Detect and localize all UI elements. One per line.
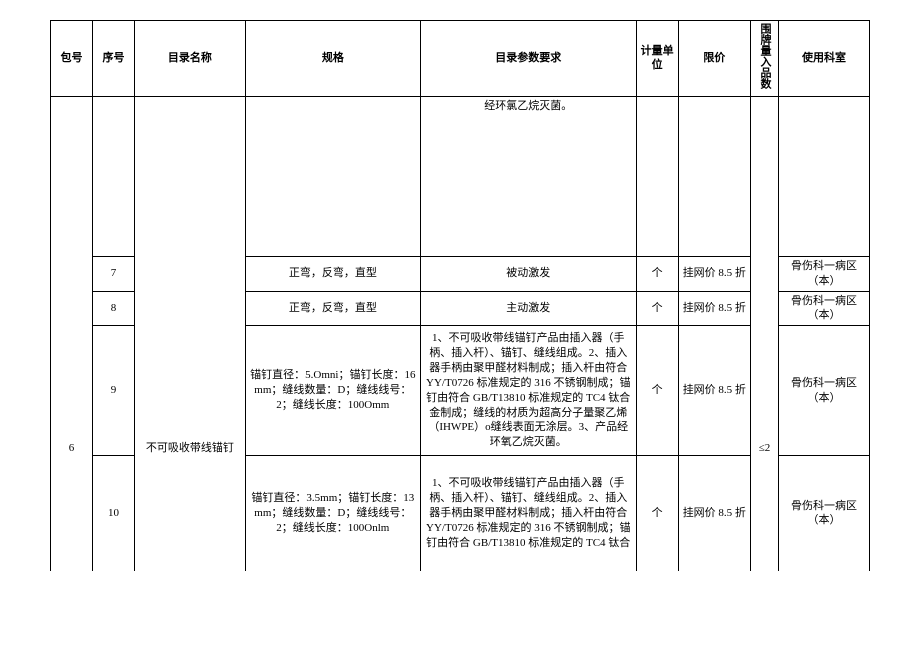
cell-param: 1、不可吸收带线锚钉产品由插入器（手柄、插入杆）、锚钉、缝线组成。2、插入器手柄… bbox=[420, 456, 636, 571]
cell-name bbox=[135, 96, 246, 325]
cell-spec: 正弯，反弯，直型 bbox=[245, 256, 420, 291]
header-seq: 序号 bbox=[93, 21, 135, 97]
cell-param: 被动激发 bbox=[420, 256, 636, 291]
cell-count: ≤2 bbox=[750, 326, 778, 571]
cell-pkg: 6 bbox=[51, 326, 93, 571]
cell-param: 经环氯乙烷灭菌。 bbox=[420, 96, 636, 256]
header-spec: 规格 bbox=[245, 21, 420, 97]
header-pkg: 包号 bbox=[51, 21, 93, 97]
cell-price: 挂网价 8.5 折 bbox=[678, 456, 750, 571]
header-name: 目录名称 bbox=[135, 21, 246, 97]
cell-dept: 骨伤科一病区（本） bbox=[778, 291, 869, 326]
cell-param: 主动激发 bbox=[420, 291, 636, 326]
cell-unit: 个 bbox=[636, 291, 678, 326]
cell-spec: 锚钉直径：5.Omni；锚钉长度：16mm；缝线数量：D；缝线线号：2；缝线长度… bbox=[245, 326, 420, 456]
cell-dept: 骨伤科一病区（本） bbox=[778, 256, 869, 291]
cell-count bbox=[750, 96, 778, 325]
cell-pkg bbox=[51, 96, 93, 325]
cell-seq: 8 bbox=[93, 291, 135, 326]
table-row: 6 9 不可吸收带线锚钉 锚钉直径：5.Omni；锚钉长度：16mm；缝线数量：… bbox=[51, 326, 870, 456]
cell-price bbox=[678, 96, 750, 256]
cell-spec bbox=[245, 96, 420, 256]
cell-name: 不可吸收带线锚钉 bbox=[135, 326, 246, 571]
cell-unit bbox=[636, 96, 678, 256]
cell-seq bbox=[93, 96, 135, 256]
cell-dept bbox=[778, 96, 869, 256]
header-dept: 使用科室 bbox=[778, 21, 869, 97]
cell-dept: 骨伤科一病区（本） bbox=[778, 456, 869, 571]
header-param: 目录参数要求 bbox=[420, 21, 636, 97]
cell-seq: 9 bbox=[93, 326, 135, 456]
cell-unit: 个 bbox=[636, 326, 678, 456]
header-unit: 计量单位 bbox=[636, 21, 678, 97]
spec-table: 包号 序号 目录名称 规格 目录参数要求 计量单位 限价 围牌量入品数 使用科室… bbox=[50, 20, 870, 571]
header-count: 围牌量入品数 bbox=[750, 21, 778, 97]
cell-dept: 骨伤科一病区（本） bbox=[778, 326, 869, 456]
header-price: 限价 bbox=[678, 21, 750, 97]
cell-price: 挂网价 8.5 折 bbox=[678, 291, 750, 326]
cell-price: 挂网价 8.5 折 bbox=[678, 326, 750, 456]
cell-unit: 个 bbox=[636, 256, 678, 291]
cell-spec: 正弯，反弯，直型 bbox=[245, 291, 420, 326]
cell-seq: 7 bbox=[93, 256, 135, 291]
table-header-row: 包号 序号 目录名称 规格 目录参数要求 计量单位 限价 围牌量入品数 使用科室 bbox=[51, 21, 870, 97]
cell-spec: 锚钉直径：3.5mm；锚钉长度：13mm；缝线数量：D；缝线线号：2；缝线长度：… bbox=[245, 456, 420, 571]
cell-price: 挂网价 8.5 折 bbox=[678, 256, 750, 291]
table-row: 经环氯乙烷灭菌。 bbox=[51, 96, 870, 256]
cell-seq: 10 bbox=[93, 456, 135, 571]
cell-unit: 个 bbox=[636, 456, 678, 571]
cell-param: 1、不可吸收带线锚钉产品由插入器（手柄、插入杆）、锚钉、缝线组成。2、插入器手柄… bbox=[420, 326, 636, 456]
